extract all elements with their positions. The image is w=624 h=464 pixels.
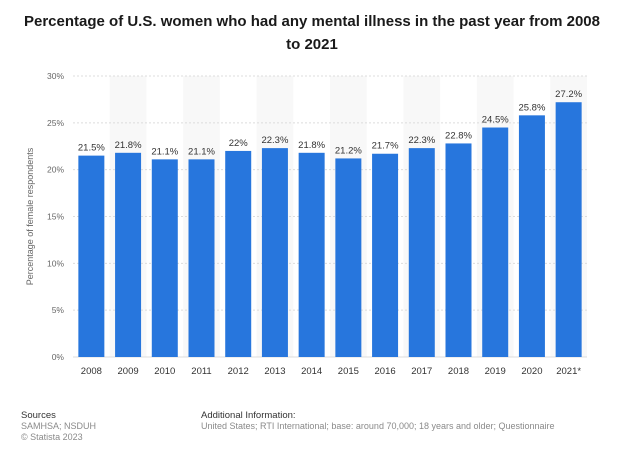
y-tick-label: 5% (52, 305, 65, 315)
bar (188, 159, 215, 357)
sources-heading: Sources (21, 410, 56, 421)
y-tick-label: 10% (47, 258, 64, 268)
additional-info-heading: Additional Information: (201, 410, 296, 421)
value-label: 22.8% (445, 130, 472, 141)
bar (261, 148, 288, 357)
bar (225, 150, 252, 357)
chart-title: Percentage of U.S. women who had any men… (23, 13, 600, 53)
bar (298, 152, 325, 357)
sources-text: SAMHSA; NSDUH (21, 421, 97, 431)
y-tick-label: 25% (47, 118, 64, 128)
value-label: 21.8% (115, 140, 142, 151)
y-tick-label: 20% (47, 165, 64, 175)
value-label: 22% (229, 138, 249, 149)
x-tick-label: 2009 (118, 366, 139, 377)
value-label: 21.2% (335, 145, 362, 156)
bar-chart: 0% 5% 10% 15% 20% 25% 30% 21.5% 21.8% 21.1% 21.1%… (25, 71, 587, 377)
value-label: 27.2% (555, 89, 582, 100)
value-label: 21.1% (188, 146, 215, 157)
value-label: 21.5% (78, 143, 105, 154)
value-label: 21.8% (298, 140, 325, 151)
copyright-text: © Statista 2023 (21, 432, 83, 442)
x-axis-tick-labels: 2008 2009 2010 2011 2012 2013 2014 2015 2016 2017… (81, 366, 582, 377)
value-label: 22.3% (261, 135, 288, 146)
bar (445, 143, 472, 357)
x-tick-label: 2015 (338, 366, 359, 377)
bar (518, 115, 545, 357)
value-label: 24.5% (482, 115, 509, 126)
x-tick-label: 2008 (81, 366, 102, 377)
x-tick-label: 2020 (521, 366, 542, 377)
bar (555, 102, 582, 357)
bar (151, 159, 178, 357)
x-tick-label: 2013 (264, 366, 285, 377)
x-tick-label: 2012 (228, 366, 249, 377)
x-tick-label: 2021* (556, 366, 581, 377)
value-labels: 21.5% 21.8% 21.1% 21.1% 22% 22.3% 21.8% 21.2% 21… (78, 89, 583, 157)
value-label: 22.3% (408, 135, 435, 146)
y-tick-label: 30% (47, 71, 64, 81)
x-tick-label: 2018 (448, 366, 469, 377)
bar (115, 152, 142, 357)
y-axis-title: Percentage of female respondents (25, 147, 35, 285)
x-tick-label: 2016 (375, 366, 396, 377)
sources-block: Sources SAMHSA; NSDUH © Statista 2023 (21, 410, 96, 443)
value-label: 21.1% (151, 146, 178, 157)
bar (408, 148, 435, 357)
bars (78, 102, 582, 358)
bar (335, 158, 362, 357)
additional-info-block: Additional Information: United States; R… (201, 410, 555, 432)
x-tick-label: 2010 (154, 366, 175, 377)
x-tick-label: 2019 (485, 366, 506, 377)
y-tick-label: 0% (52, 352, 65, 362)
x-tick-label: 2011 (191, 366, 211, 377)
x-tick-label: 2017 (411, 366, 432, 377)
y-tick-label: 15% (47, 212, 64, 222)
additional-info-text: United States; RTI International; base: … (201, 421, 555, 431)
value-label: 25.8% (518, 102, 545, 113)
bar (482, 127, 509, 358)
bar (78, 155, 105, 357)
y-axis-tick-labels: 0% 5% 10% 15% 20% 25% 30% (47, 71, 64, 362)
value-label: 21.7% (372, 141, 399, 152)
x-tick-label: 2014 (301, 366, 322, 377)
bar (372, 153, 399, 357)
